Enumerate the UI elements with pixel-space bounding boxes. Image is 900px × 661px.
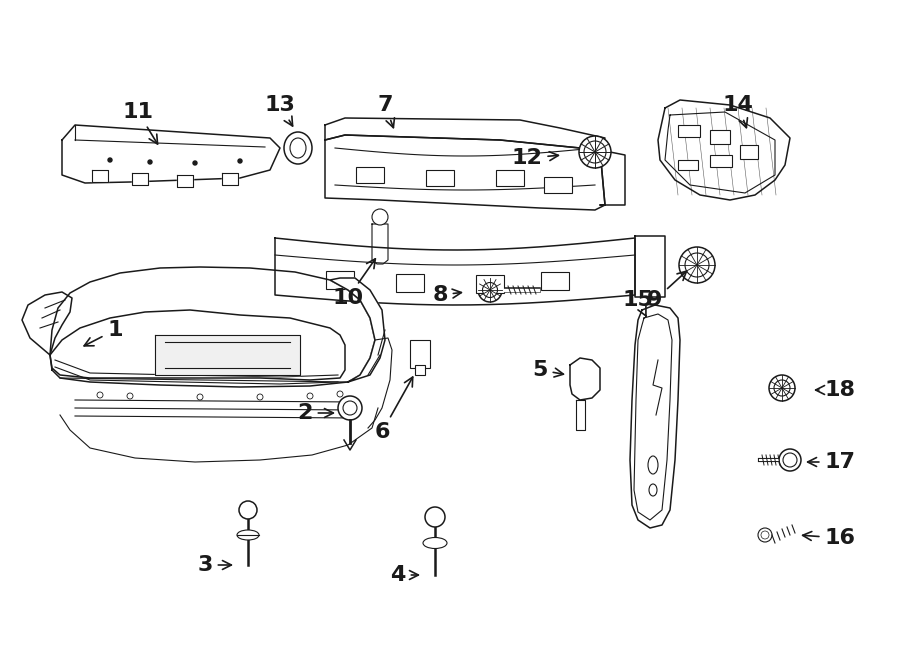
Polygon shape xyxy=(576,400,585,430)
Circle shape xyxy=(307,393,313,399)
Ellipse shape xyxy=(579,136,611,168)
Polygon shape xyxy=(630,305,680,528)
Ellipse shape xyxy=(423,537,447,549)
Circle shape xyxy=(148,160,152,164)
Circle shape xyxy=(338,396,362,420)
Polygon shape xyxy=(275,238,635,305)
Circle shape xyxy=(337,391,343,397)
Text: 4: 4 xyxy=(391,565,419,585)
Ellipse shape xyxy=(478,278,502,302)
Text: 7: 7 xyxy=(377,95,394,128)
Text: 8: 8 xyxy=(432,285,462,305)
Text: 11: 11 xyxy=(122,102,158,144)
Polygon shape xyxy=(372,224,388,264)
Ellipse shape xyxy=(685,253,709,277)
Ellipse shape xyxy=(779,449,801,471)
Bar xyxy=(740,145,758,159)
Bar xyxy=(541,272,569,290)
Bar xyxy=(678,160,698,170)
Circle shape xyxy=(257,394,263,400)
Text: 9: 9 xyxy=(647,271,687,310)
Polygon shape xyxy=(155,335,300,375)
Text: 1: 1 xyxy=(84,320,122,346)
Polygon shape xyxy=(62,125,280,183)
Text: 15: 15 xyxy=(623,290,653,316)
Circle shape xyxy=(193,161,197,165)
Bar xyxy=(678,125,700,137)
Text: 14: 14 xyxy=(723,95,753,128)
Circle shape xyxy=(343,401,357,415)
Text: 18: 18 xyxy=(815,380,856,400)
Ellipse shape xyxy=(761,531,769,539)
Polygon shape xyxy=(222,173,238,185)
Polygon shape xyxy=(50,310,345,380)
Bar xyxy=(410,340,430,368)
Text: 2: 2 xyxy=(297,403,333,423)
Ellipse shape xyxy=(649,484,657,496)
Bar xyxy=(426,170,454,186)
Circle shape xyxy=(238,159,242,163)
Bar xyxy=(544,177,572,193)
Polygon shape xyxy=(600,150,625,205)
Text: 16: 16 xyxy=(803,528,856,548)
Ellipse shape xyxy=(783,453,797,467)
Ellipse shape xyxy=(769,375,795,401)
Ellipse shape xyxy=(584,141,606,163)
Bar xyxy=(415,365,425,375)
Text: 12: 12 xyxy=(511,148,558,168)
Circle shape xyxy=(372,209,388,225)
Ellipse shape xyxy=(284,132,312,164)
Circle shape xyxy=(97,392,103,398)
Circle shape xyxy=(108,158,112,162)
Circle shape xyxy=(197,394,203,400)
Circle shape xyxy=(127,393,133,399)
Ellipse shape xyxy=(774,380,790,396)
Bar xyxy=(476,274,504,293)
Text: 17: 17 xyxy=(807,452,856,472)
Polygon shape xyxy=(92,170,108,182)
Ellipse shape xyxy=(482,282,498,297)
Text: 10: 10 xyxy=(332,259,375,308)
Polygon shape xyxy=(50,267,375,387)
Text: 6: 6 xyxy=(374,377,413,442)
Bar xyxy=(710,155,732,167)
Polygon shape xyxy=(325,118,605,150)
Polygon shape xyxy=(658,100,790,200)
Ellipse shape xyxy=(679,247,715,283)
Polygon shape xyxy=(177,175,193,187)
Ellipse shape xyxy=(237,530,259,540)
Ellipse shape xyxy=(290,138,306,158)
Bar xyxy=(356,167,384,183)
Bar xyxy=(710,130,730,144)
Polygon shape xyxy=(635,236,665,297)
Circle shape xyxy=(239,501,257,519)
Polygon shape xyxy=(22,292,72,355)
Ellipse shape xyxy=(648,456,658,474)
Text: 5: 5 xyxy=(532,360,563,380)
Bar xyxy=(496,170,524,186)
Bar xyxy=(326,271,354,290)
Text: 13: 13 xyxy=(265,95,295,126)
Polygon shape xyxy=(325,135,605,210)
Polygon shape xyxy=(570,358,600,400)
Text: 3: 3 xyxy=(197,555,231,575)
Polygon shape xyxy=(132,173,148,185)
Circle shape xyxy=(425,507,445,527)
Polygon shape xyxy=(330,278,385,382)
Bar xyxy=(396,274,424,292)
Ellipse shape xyxy=(758,528,772,542)
